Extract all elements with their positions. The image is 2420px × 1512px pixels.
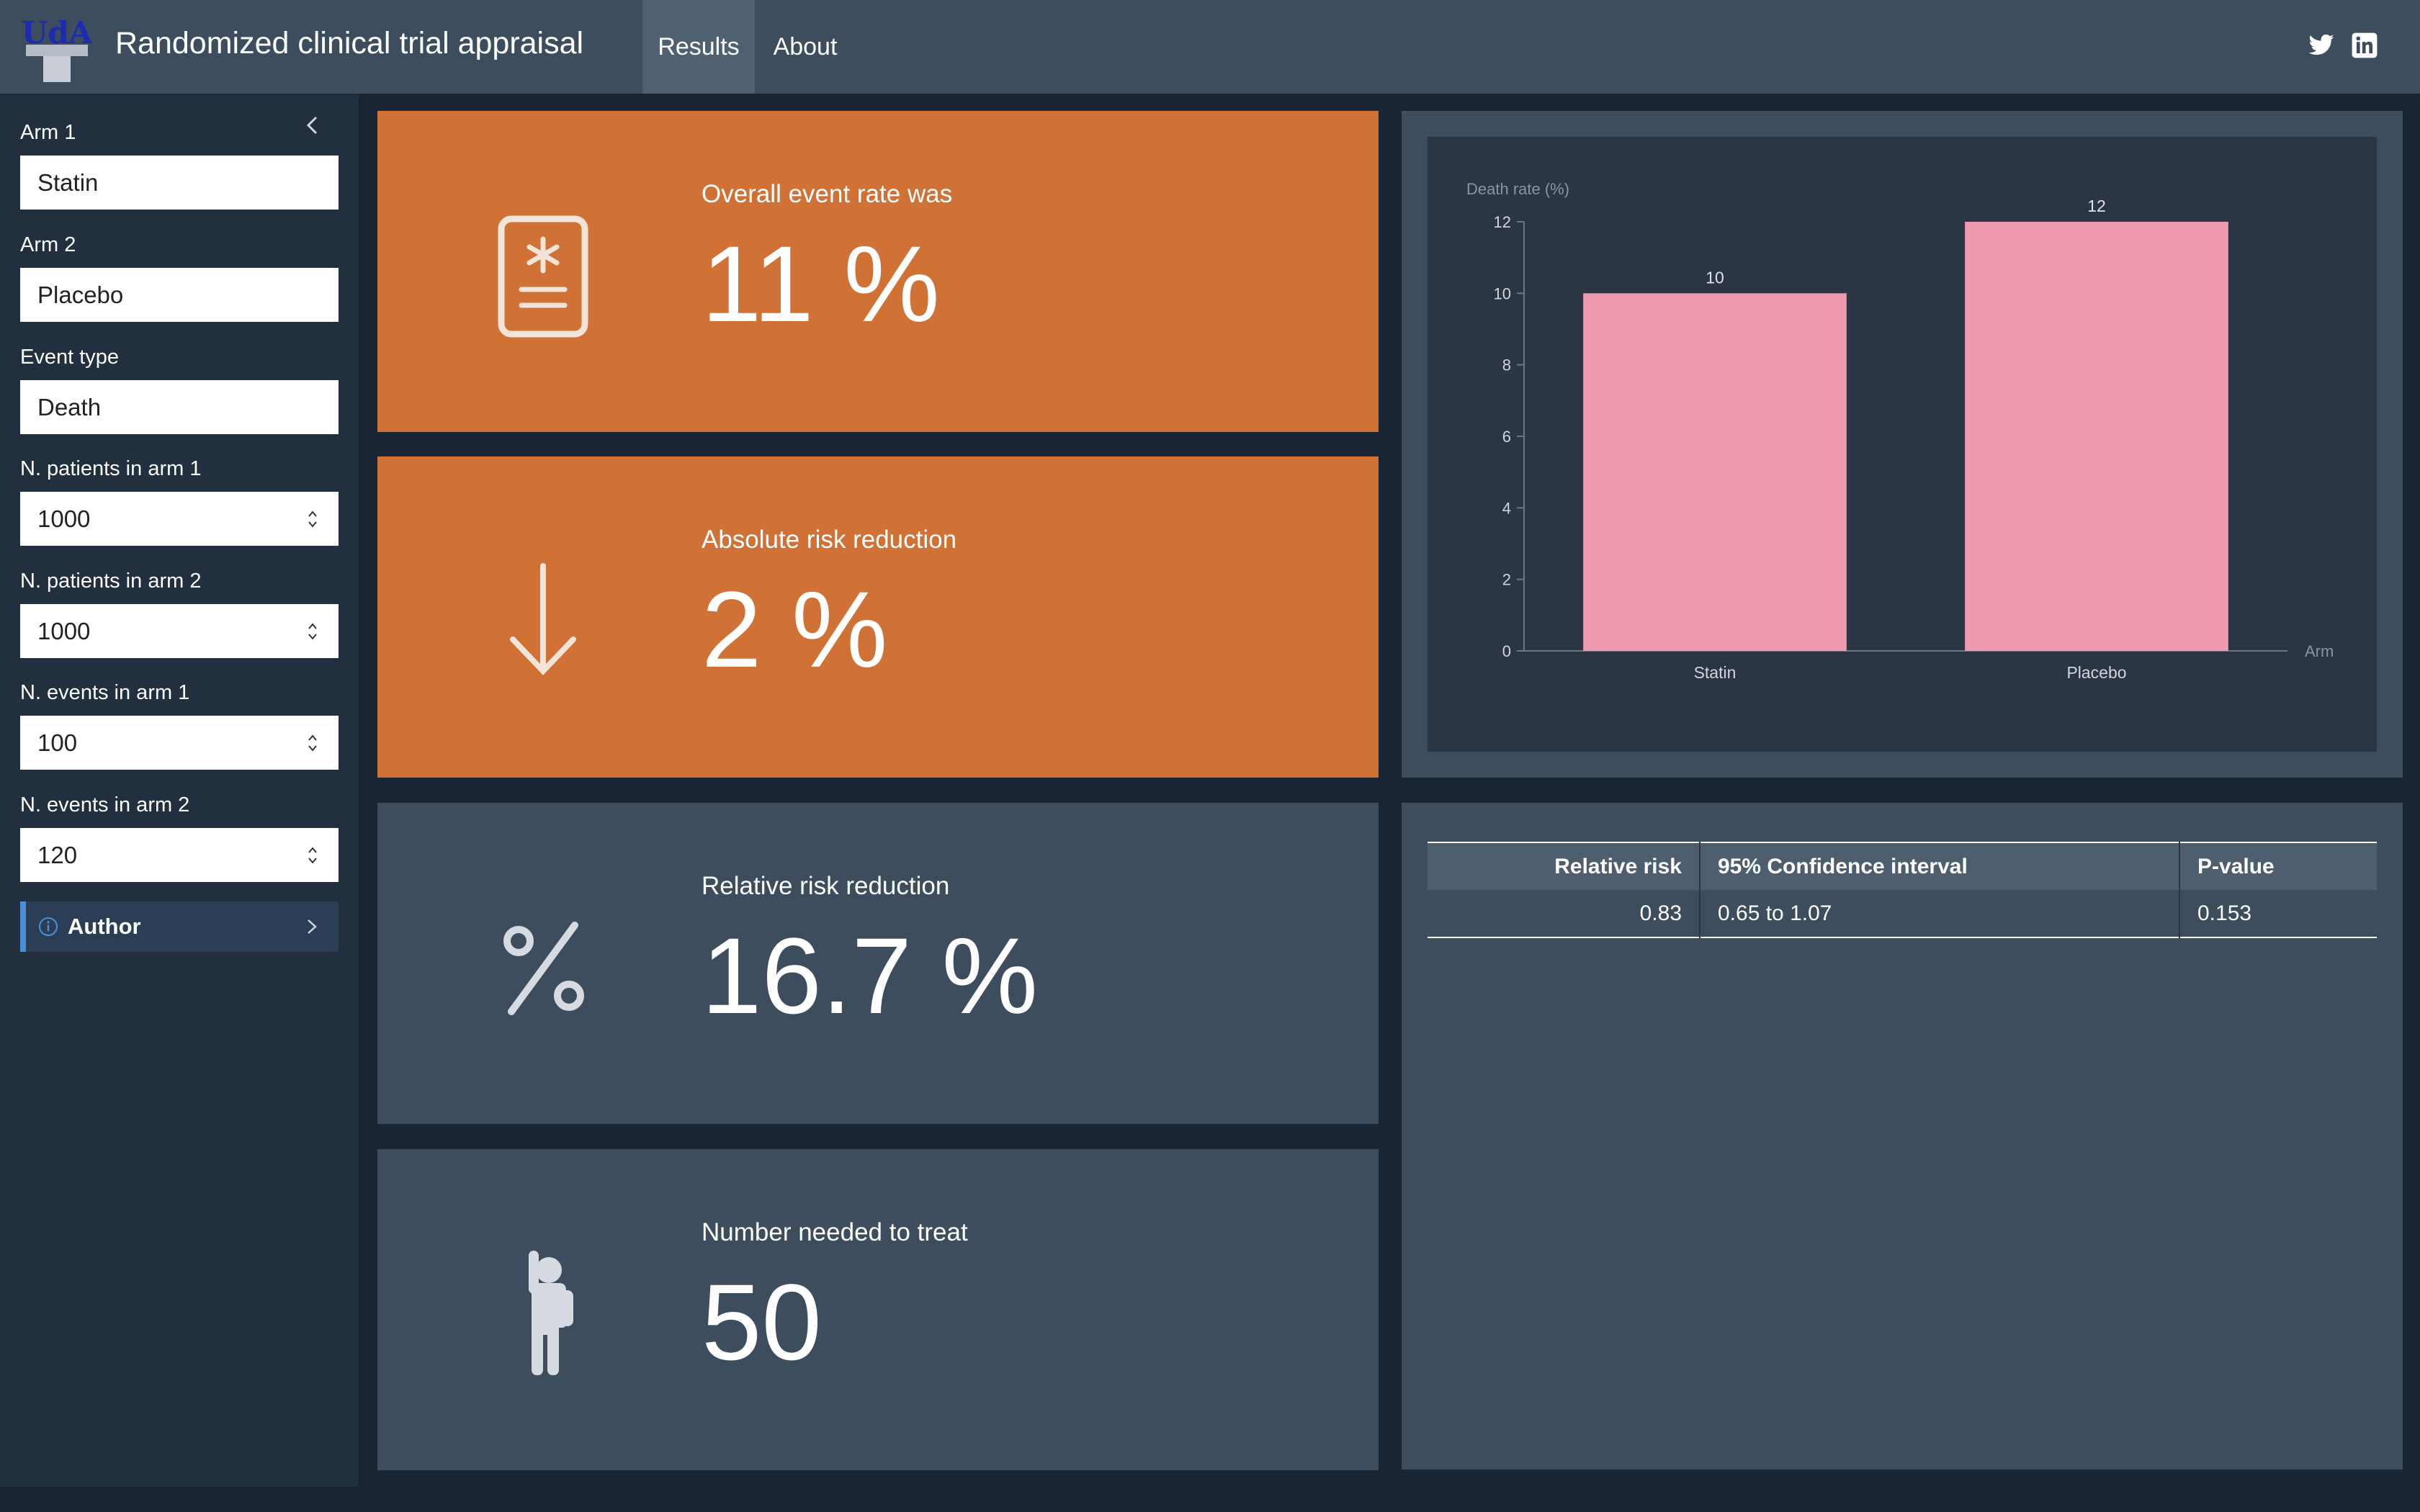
- arm1-input[interactable]: Statin: [20, 156, 339, 210]
- event-type-value: Death: [37, 394, 101, 421]
- nnt-title: Number needed to treat: [702, 1218, 968, 1247]
- app-title: Randomized clinical trial appraisal: [115, 26, 583, 61]
- arm2-label: Arm 2: [20, 233, 76, 257]
- events-arm1-label: N. events in arm 1: [20, 681, 189, 705]
- patients-arm1-label: N. patients in arm 1: [20, 457, 201, 481]
- arr-value: 2 %: [702, 564, 887, 694]
- value-box-nnt: Number needed to treat 50: [377, 1149, 1379, 1470]
- y-tick-label: 2: [1502, 571, 1511, 589]
- cell-p-value: 0.153: [2179, 890, 2377, 937]
- person-icon: [471, 1243, 615, 1387]
- chart-card: 0 2 4 6 8 10 12 Death rate (%) Arm 10 Statin 12 Plac…: [1402, 111, 2403, 778]
- table-card: Relative risk 95% Confidence interval P-…: [1402, 803, 2403, 1470]
- arm1-label: Arm 1: [20, 121, 76, 145]
- tab-about[interactable]: About: [755, 0, 856, 94]
- medical-file-icon: [471, 204, 615, 348]
- header-confidence-interval: 95% Confidence interval: [1700, 842, 2179, 890]
- spinner-icon[interactable]: [307, 508, 318, 531]
- chart-area: 0 2 4 6 8 10 12 Death rate (%) Arm 10 Statin 12 Plac…: [1428, 137, 2377, 752]
- y-tick-label: 8: [1502, 356, 1511, 374]
- table-row: 0.83 0.65 to 1.07 0.153: [1428, 890, 2377, 937]
- arm1-value: Statin: [37, 169, 98, 197]
- bar-chart: 0 2 4 6 8 10 12 Death rate (%) Arm 10 Statin 12 Plac…: [1428, 137, 2377, 752]
- chevron-right-icon: [301, 916, 323, 937]
- cell-confidence-interval: 0.65 to 1.07: [1700, 890, 2179, 937]
- patients-arm2-value: 1000: [37, 618, 90, 645]
- navbar: UdA Randomized clinical trial appraisal …: [0, 0, 2420, 94]
- arm2-value: Placebo: [37, 282, 123, 309]
- patients-arm1-input[interactable]: 1000: [20, 492, 339, 546]
- events-arm2-label: N. events in arm 2: [20, 793, 189, 817]
- sidebar: Arm 1 Statin Arm 2 Placebo Event type De…: [0, 94, 359, 1487]
- spinner-icon[interactable]: [307, 732, 318, 755]
- author-label: Author: [68, 914, 141, 940]
- table-header-row: Relative risk 95% Confidence interval P-…: [1428, 842, 2377, 890]
- bar-value-label: 12: [2087, 197, 2106, 215]
- bar-value-label: 10: [1706, 268, 1724, 287]
- event-rate-value: 11 %: [702, 219, 940, 348]
- tab-results[interactable]: Results: [642, 0, 755, 94]
- spinner-icon[interactable]: [307, 844, 318, 867]
- patients-arm2-input[interactable]: 1000: [20, 604, 339, 658]
- header-p-value: P-value: [2179, 842, 2377, 890]
- arrow-down-icon: [471, 550, 615, 694]
- value-box-rrr: Relative risk reduction 16.7 %: [377, 803, 1379, 1124]
- logo-text: UdA: [22, 15, 92, 50]
- rrr-title: Relative risk reduction: [702, 872, 949, 901]
- arr-title: Absolute risk reduction: [702, 526, 956, 554]
- results-table: Relative risk 95% Confidence interval P-…: [1428, 842, 2377, 938]
- cell-relative-risk: 0.83: [1428, 890, 1700, 937]
- header-relative-risk: Relative risk: [1428, 842, 1700, 890]
- patients-arm1-value: 1000: [37, 505, 90, 533]
- arm2-input[interactable]: Placebo: [20, 268, 339, 322]
- y-tick-label: 6: [1502, 428, 1511, 446]
- y-tick-label: 12: [1494, 213, 1511, 231]
- info-icon: [37, 916, 59, 937]
- patients-arm2-label: N. patients in arm 2: [20, 570, 201, 593]
- rrr-value: 16.7 %: [702, 911, 1038, 1040]
- events-arm1-input[interactable]: 100: [20, 716, 339, 770]
- uda-logo[interactable]: UdA: [22, 10, 92, 82]
- bar-statin: [1583, 293, 1847, 651]
- x-tick-label: Statin: [1694, 663, 1736, 682]
- linkedin-icon[interactable]: [2351, 32, 2378, 59]
- author-accordion[interactable]: Author: [20, 901, 339, 952]
- y-tick-label: 0: [1502, 642, 1511, 660]
- nnt-value: 50: [702, 1257, 822, 1387]
- y-tick-label: 4: [1502, 499, 1511, 517]
- x-tick-label: Placebo: [2066, 663, 2126, 682]
- event-rate-title: Overall event rate was: [702, 180, 952, 209]
- events-arm1-value: 100: [37, 729, 77, 757]
- chevron-left-icon[interactable]: [298, 111, 327, 140]
- x-axis-title: Arm: [2305, 642, 2334, 660]
- value-box-arr: Absolute risk reduction 2 %: [377, 456, 1379, 778]
- y-tick-label: 10: [1494, 284, 1511, 302]
- twitter-icon[interactable]: [2308, 32, 2335, 59]
- y-axis-title: Death rate (%): [1466, 180, 1569, 198]
- bar-placebo: [1965, 222, 2228, 651]
- spinner-icon[interactable]: [307, 620, 318, 643]
- value-box-event-rate: Overall event rate was 11 %: [377, 111, 1379, 432]
- events-arm2-value: 120: [37, 842, 77, 869]
- event-type-label: Event type: [20, 346, 119, 369]
- percent-icon: [471, 896, 615, 1040]
- events-arm2-input[interactable]: 120: [20, 828, 339, 882]
- event-type-input[interactable]: Death: [20, 380, 339, 434]
